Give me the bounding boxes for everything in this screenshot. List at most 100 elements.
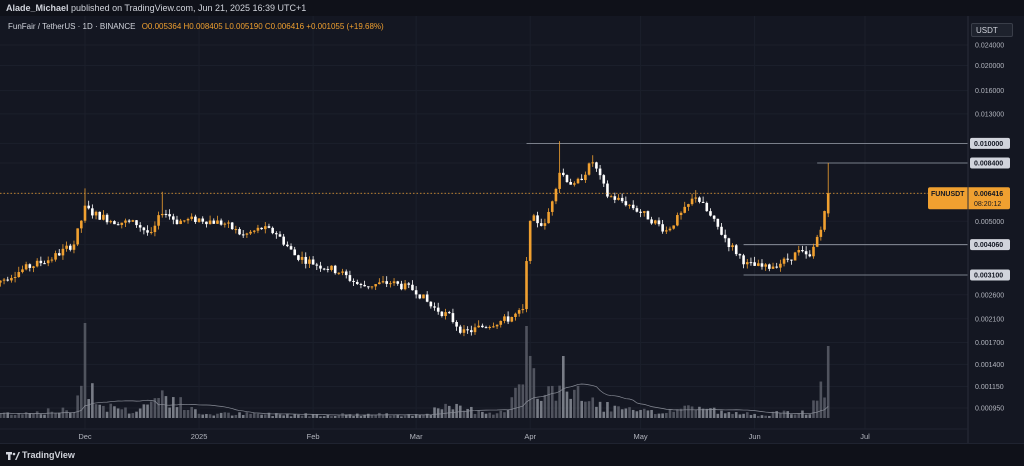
candle-body <box>573 183 576 185</box>
candle-body <box>617 197 620 200</box>
time-axis-label: Feb <box>307 432 320 441</box>
volume-bar <box>521 384 525 418</box>
candle-body <box>690 198 694 205</box>
volume-bar <box>764 415 767 418</box>
volume-bar <box>606 402 609 418</box>
footer-brand[interactable]: TradingView <box>22 450 75 460</box>
candle-body <box>712 215 716 219</box>
candle-body <box>447 312 451 314</box>
candle-body <box>720 226 723 235</box>
volume-bar <box>201 414 205 418</box>
bar-countdown: 08:20:12 <box>974 201 1001 208</box>
candle-body <box>635 208 639 212</box>
volume-bar <box>665 412 668 418</box>
volume-bar <box>344 414 348 418</box>
price-chart[interactable]: Dec 2025 Feb Mar Apr May Jun Jul 0.024000 0.02000… <box>0 0 1024 443</box>
volume-bar <box>370 414 374 418</box>
candle-body <box>661 224 664 232</box>
candle-body <box>378 282 381 285</box>
volume-bar <box>10 414 13 418</box>
candle-body <box>473 327 477 333</box>
level-price-tag[interactable] <box>970 239 1010 251</box>
volume-bar <box>587 401 591 418</box>
volume-bar <box>624 408 628 418</box>
author-name[interactable]: Alade_Michael <box>6 3 69 13</box>
volume-bar <box>227 412 230 418</box>
candle-body <box>186 218 190 221</box>
candle-body <box>234 229 238 231</box>
candle-body <box>760 263 764 267</box>
volume-bar <box>532 368 536 418</box>
candle-body <box>771 266 775 269</box>
candle-body <box>275 233 278 235</box>
candle-body <box>812 246 815 257</box>
candle-body <box>698 197 701 202</box>
volume-bar <box>709 408 712 418</box>
volume-bar <box>742 413 745 418</box>
currency-button[interactable]: USDT <box>971 23 1013 37</box>
time-axis-label: May <box>633 432 647 441</box>
candle-body <box>422 294 425 299</box>
volume-bar <box>385 413 388 418</box>
candle-body <box>326 268 330 270</box>
candle-body <box>319 265 322 269</box>
candle-body <box>83 205 87 221</box>
level-price-tag[interactable] <box>970 137 1010 149</box>
volume-bar <box>43 414 46 418</box>
candle-body <box>418 294 422 299</box>
level-price-tag[interactable] <box>970 157 1010 169</box>
volume-bar <box>381 415 385 418</box>
candle-body <box>54 253 57 260</box>
volume-bar <box>550 385 554 418</box>
current-price-symbol: FUNUSDT <box>931 191 965 198</box>
candle-body <box>492 326 495 328</box>
volume-bar <box>753 413 756 418</box>
volume-bar <box>790 414 793 418</box>
candle-body <box>764 264 767 267</box>
candle-body <box>639 211 642 213</box>
volume-bar <box>278 414 282 418</box>
candle-body <box>10 277 13 281</box>
candle-body <box>91 208 94 216</box>
tradingview-logo-icon[interactable] <box>6 444 20 466</box>
volume-bar <box>135 411 138 418</box>
candle-body <box>396 281 400 284</box>
volume-bar <box>727 412 731 418</box>
candle-body <box>414 290 418 295</box>
volume-bar <box>591 397 595 418</box>
candle-body <box>80 220 83 229</box>
volume-bar <box>286 414 289 418</box>
candle-body <box>411 284 414 291</box>
volume-bar <box>359 416 363 418</box>
candle-body <box>539 223 543 226</box>
current-price-tag[interactable] <box>928 187 1010 210</box>
candle-body <box>241 234 245 236</box>
candle-body <box>289 246 293 250</box>
symbol-title[interactable]: FunFair / TetherUS · 1D · BINANCE <box>8 22 136 31</box>
candle-body <box>517 310 521 314</box>
candle-body <box>606 183 609 197</box>
footer: TradingView <box>0 443 1024 466</box>
level-price-text: 0.004060 <box>974 242 1003 249</box>
candle-body <box>374 284 377 287</box>
volume-bar <box>407 414 411 418</box>
volume-bar <box>400 416 403 418</box>
candle-body <box>543 223 547 226</box>
price-axis-label: 0.002100 <box>975 316 1004 323</box>
volume-bar <box>451 409 455 418</box>
candle-body <box>550 201 554 212</box>
candle-body <box>135 220 138 226</box>
volume-bar <box>57 412 61 418</box>
volume-bar <box>28 413 32 418</box>
volume-bar <box>613 405 617 418</box>
candle-body <box>510 316 514 322</box>
volume-bar <box>823 397 826 418</box>
volume-bar <box>462 410 466 418</box>
level-price-tag[interactable] <box>970 269 1010 281</box>
volume-moving-average <box>0 383 829 416</box>
volume-bar <box>495 413 499 418</box>
volume-bar <box>782 410 786 418</box>
candle-body <box>120 222 124 225</box>
volume-bar <box>35 411 39 418</box>
candle-body <box>525 261 528 310</box>
